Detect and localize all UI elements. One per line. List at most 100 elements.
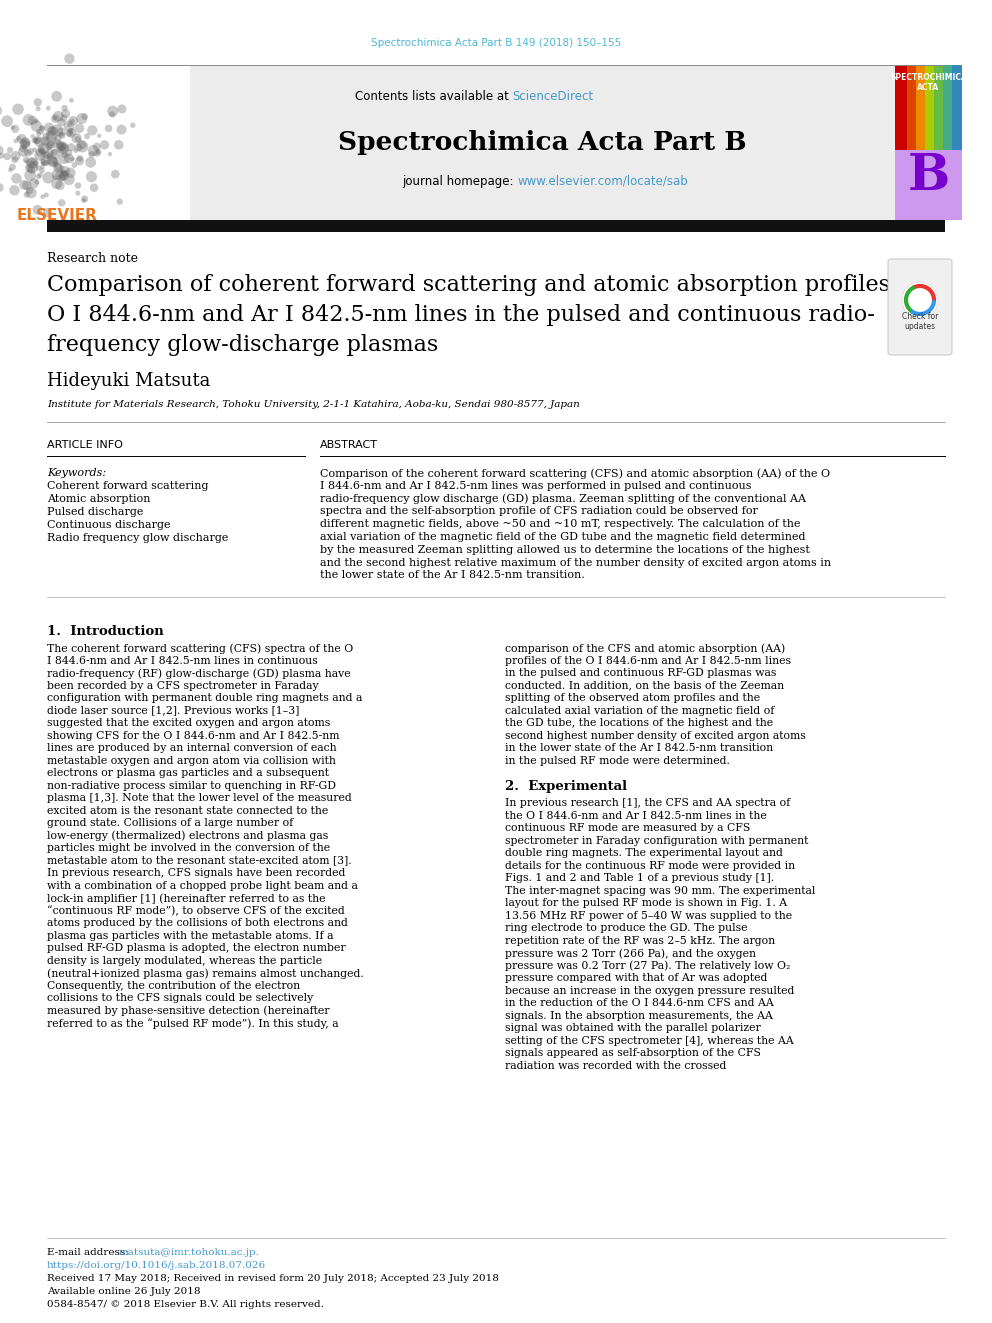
Circle shape <box>62 105 67 111</box>
Circle shape <box>56 139 62 146</box>
Circle shape <box>39 126 46 132</box>
Circle shape <box>9 185 20 196</box>
Circle shape <box>19 144 27 152</box>
Circle shape <box>66 128 76 138</box>
Circle shape <box>41 161 45 165</box>
Circle shape <box>56 181 64 191</box>
Text: radio-frequency (RF) glow-discharge (GD) plasma have: radio-frequency (RF) glow-discharge (GD)… <box>47 668 350 679</box>
Circle shape <box>88 151 95 157</box>
Circle shape <box>36 131 41 136</box>
Circle shape <box>53 115 58 120</box>
Text: Continuous discharge: Continuous discharge <box>47 520 171 531</box>
Text: been recorded by a CFS spectrometer in Faraday: been recorded by a CFS spectrometer in F… <box>47 681 318 691</box>
Circle shape <box>42 151 46 155</box>
Text: pressure was 2 Torr (266 Pa), and the oxygen: pressure was 2 Torr (266 Pa), and the ox… <box>505 949 756 959</box>
Circle shape <box>0 152 4 159</box>
Circle shape <box>63 153 73 163</box>
Bar <box>917 65 926 151</box>
Circle shape <box>47 146 53 149</box>
Text: Hideyuki Matsuta: Hideyuki Matsuta <box>47 372 210 390</box>
Circle shape <box>85 171 97 183</box>
Text: density is largely modulated, whereas the particle: density is largely modulated, whereas th… <box>47 955 322 966</box>
Text: plasma [1,3]. Note that the lower level of the measured: plasma [1,3]. Note that the lower level … <box>47 794 352 803</box>
Text: journal homepage:: journal homepage: <box>402 175 518 188</box>
Circle shape <box>76 155 83 161</box>
Text: 13.56 MHz RF power of 5–40 W was supplied to the: 13.56 MHz RF power of 5–40 W was supplie… <box>505 910 793 921</box>
Text: in the lower state of the Ar I 842.5-nm transition: in the lower state of the Ar I 842.5-nm … <box>505 744 773 753</box>
Circle shape <box>0 183 4 192</box>
Text: signals appeared as self-absorption of the CFS: signals appeared as self-absorption of t… <box>505 1048 761 1058</box>
Text: electrons or plasma gas particles and a subsequent: electrons or plasma gas particles and a … <box>47 769 329 778</box>
Text: “continuous RF mode”), to observe CFS of the excited: “continuous RF mode”), to observe CFS of… <box>47 906 345 917</box>
Text: O I 844.6-nm and Ar I 842.5-nm lines in the pulsed and continuous radio-: O I 844.6-nm and Ar I 842.5-nm lines in … <box>47 304 875 325</box>
Text: 1.  Introduction: 1. Introduction <box>47 626 164 638</box>
Text: Atomic absorption: Atomic absorption <box>47 493 151 504</box>
Text: ABSTRACT: ABSTRACT <box>320 441 378 450</box>
Circle shape <box>40 168 45 173</box>
Text: non-radiative process similar to quenching in RF-GD: non-radiative process similar to quenchi… <box>47 781 336 791</box>
Circle shape <box>74 144 82 151</box>
Circle shape <box>76 142 88 152</box>
Circle shape <box>67 143 75 151</box>
Circle shape <box>34 136 42 144</box>
Text: lines are produced by an internal conversion of each: lines are produced by an internal conver… <box>47 744 336 753</box>
Circle shape <box>17 134 27 143</box>
Text: Available online 26 July 2018: Available online 26 July 2018 <box>47 1287 200 1297</box>
Circle shape <box>74 123 84 134</box>
Circle shape <box>65 130 72 138</box>
Circle shape <box>47 155 58 165</box>
Circle shape <box>11 151 21 161</box>
Circle shape <box>105 124 112 132</box>
Circle shape <box>59 146 64 151</box>
Text: I 844.6-nm and Ar I 842.5-nm lines in continuous: I 844.6-nm and Ar I 842.5-nm lines in co… <box>47 656 317 665</box>
Text: profiles of the O I 844.6-nm and Ar I 842.5-nm lines: profiles of the O I 844.6-nm and Ar I 84… <box>505 656 791 665</box>
Circle shape <box>41 155 52 165</box>
Circle shape <box>53 175 57 180</box>
Circle shape <box>116 124 126 135</box>
Text: and the second highest relative maximum of the number density of excited argon a: and the second highest relative maximum … <box>320 557 831 568</box>
Circle shape <box>39 148 47 155</box>
Text: ring electrode to produce the GD. The pulse: ring electrode to produce the GD. The pu… <box>505 923 748 933</box>
Text: Spectrochimica Acta Part B: Spectrochimica Acta Part B <box>338 130 747 155</box>
Circle shape <box>69 156 75 161</box>
Circle shape <box>21 144 27 149</box>
Circle shape <box>19 138 31 148</box>
Circle shape <box>36 128 41 134</box>
Text: the O I 844.6-nm and Ar I 842.5-nm lines in the: the O I 844.6-nm and Ar I 842.5-nm lines… <box>505 811 767 820</box>
Text: Coherent forward scattering: Coherent forward scattering <box>47 482 208 491</box>
Circle shape <box>109 111 115 118</box>
Circle shape <box>902 282 938 318</box>
Text: radio-frequency glow discharge (GD) plasma. Zeeman splitting of the conventional: radio-frequency glow discharge (GD) plas… <box>320 493 806 504</box>
Circle shape <box>59 132 65 139</box>
Circle shape <box>90 184 98 192</box>
Text: in the pulsed and continuous RF-GD plasmas was: in the pulsed and continuous RF-GD plasm… <box>505 668 777 679</box>
Circle shape <box>117 105 126 114</box>
Circle shape <box>60 114 67 122</box>
Circle shape <box>35 149 46 161</box>
Text: https://doi.org/10.1016/j.sab.2018.07.026: https://doi.org/10.1016/j.sab.2018.07.02… <box>47 1261 266 1270</box>
Circle shape <box>87 126 97 135</box>
Circle shape <box>26 188 37 198</box>
Circle shape <box>56 142 64 149</box>
Circle shape <box>45 149 54 157</box>
Circle shape <box>97 134 101 138</box>
Circle shape <box>50 148 61 159</box>
Circle shape <box>60 171 69 181</box>
Circle shape <box>27 161 38 173</box>
Circle shape <box>24 149 32 157</box>
Text: Figs. 1 and 2 and Table 1 of a previous study [1].: Figs. 1 and 2 and Table 1 of a previous … <box>505 873 774 884</box>
Circle shape <box>59 152 69 164</box>
Bar <box>933 65 943 151</box>
Circle shape <box>62 171 65 175</box>
Circle shape <box>60 175 65 181</box>
Circle shape <box>18 147 29 157</box>
Circle shape <box>75 156 84 165</box>
Circle shape <box>24 192 30 197</box>
Circle shape <box>59 144 66 152</box>
Circle shape <box>53 111 63 122</box>
Circle shape <box>48 126 57 135</box>
Text: Comparison of the coherent forward scattering (CFS) and atomic absorption (AA) o: Comparison of the coherent forward scatt… <box>320 468 830 479</box>
Circle shape <box>57 142 68 153</box>
Text: low-energy (thermalized) electrons and plasma gas: low-energy (thermalized) electrons and p… <box>47 831 328 841</box>
Text: comparison of the CFS and atomic absorption (AA): comparison of the CFS and atomic absorpt… <box>505 643 786 654</box>
